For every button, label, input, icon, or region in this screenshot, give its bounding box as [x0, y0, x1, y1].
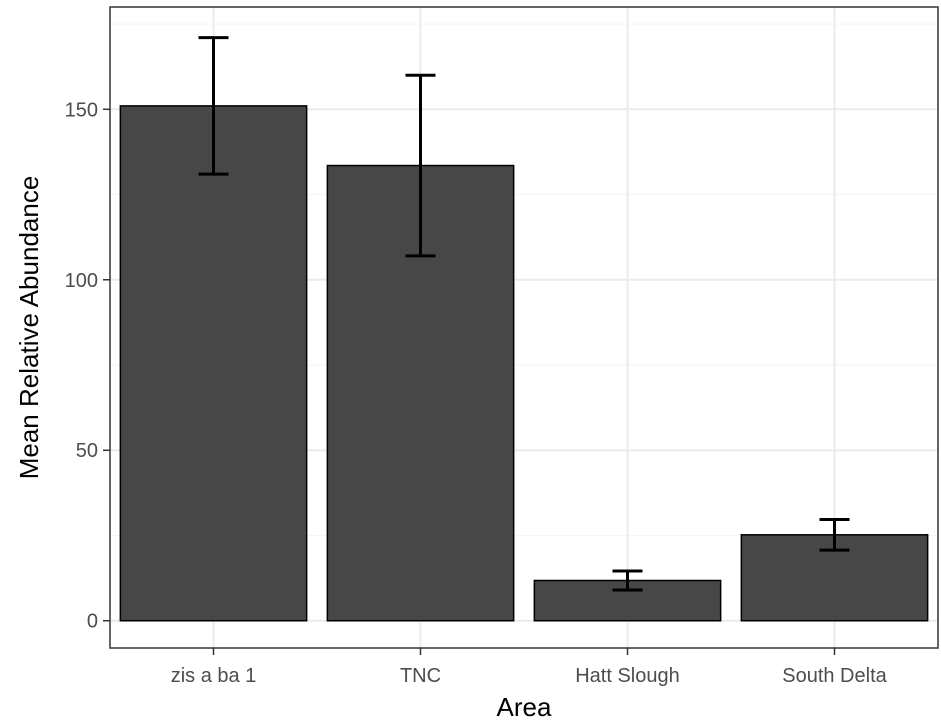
error-bar	[819, 517, 850, 552]
error-bar	[405, 73, 436, 258]
error-bars	[198, 36, 850, 592]
y-tick-label: 100	[65, 270, 98, 292]
error-bar	[612, 569, 643, 592]
x-tick-label: South Delta	[782, 665, 887, 687]
bar-zis-a-ba-1	[119, 105, 308, 622]
bars	[119, 105, 929, 622]
y-axis-ticks: 0 50 100 150	[65, 99, 110, 633]
x-axis-ticks: zis a ba 1 TNC Hatt Slough South Delta	[171, 648, 888, 687]
y-tick-label: 150	[65, 99, 98, 121]
y-tick-label: 0	[87, 611, 98, 633]
x-tick-label: TNC	[400, 665, 441, 687]
x-tick-label: Hatt Slough	[575, 665, 680, 687]
error-bar	[198, 36, 229, 176]
y-axis-title: Mean Relative Abundance	[14, 176, 44, 480]
panel-border	[109, 6, 939, 649]
x-axis-title: Area	[497, 692, 552, 722]
y-tick-label: 50	[76, 440, 98, 462]
x-tick-label: zis a ba 1	[171, 665, 257, 687]
